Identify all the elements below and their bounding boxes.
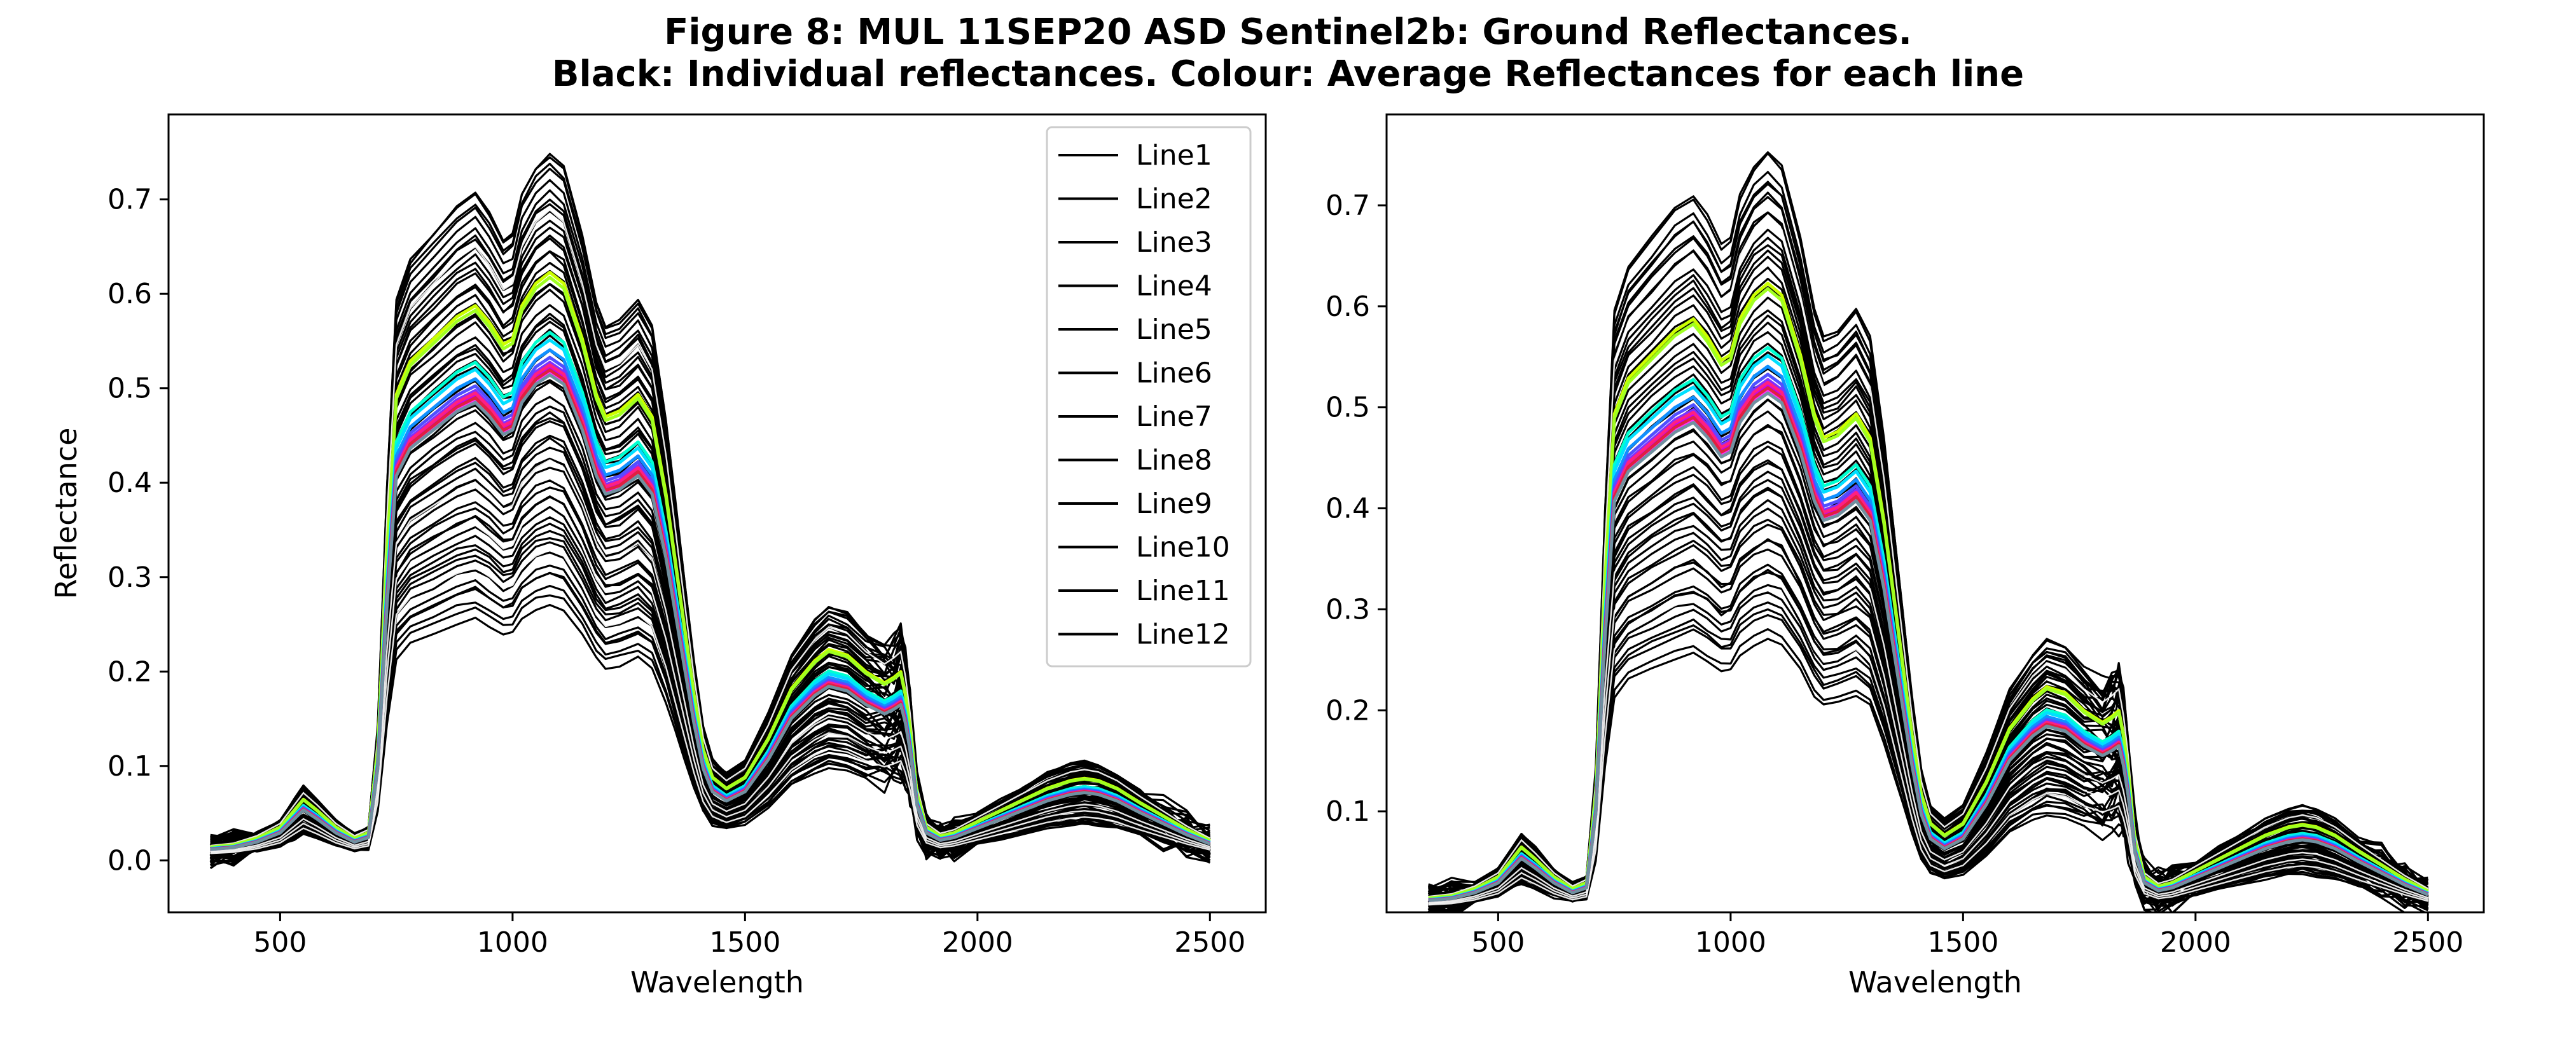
legend-entry: Line3: [1136, 226, 1212, 259]
legend: Line1 Line2 Line3 Line4 Line5 Line6 Line7 Line8…: [1046, 126, 1252, 668]
legend-entry: Line11: [1136, 575, 1230, 607]
x-tick-label: 500: [1471, 926, 1525, 959]
x-tick-label: 1500: [709, 926, 780, 959]
right-panel: 500 1000 1500 2000 2500 0.1 0.2 0.3 0.4 0.5 0.6 0.7…: [1326, 113, 2485, 999]
x-tick-label: 1000: [477, 926, 548, 959]
axes-frame: [1385, 113, 2485, 914]
figure-title-line2: Black: Individual reflectances. Colour: …: [551, 53, 2025, 95]
x-tick-label: 2500: [1174, 926, 1245, 959]
x-axis-label: Wavelength: [630, 965, 804, 999]
x-tick-label: 1500: [1927, 926, 1998, 959]
average-reflectance-curves: [210, 270, 1211, 851]
average-line-line12: [1428, 391, 2429, 902]
individual-reflectance-curve: [1427, 152, 2429, 903]
legend-entry: Line6: [1136, 357, 1212, 390]
legend-entry: Line2: [1136, 183, 1212, 216]
x-tick-label: 500: [253, 926, 307, 959]
y-tick-label: 0.4: [107, 467, 152, 499]
y-tick-label: 0.5: [1326, 392, 1370, 424]
y-tick-label: 0.1: [1326, 795, 1370, 828]
axes-frame: [167, 113, 1267, 914]
y-tick-label: 0.6: [107, 278, 152, 310]
curve-separator: [210, 459, 1210, 853]
plot-area: [209, 153, 1211, 870]
y-tick-label: 0.2: [1326, 694, 1370, 727]
legend-entry: Line1: [1136, 139, 1212, 172]
individual-reflectance-curve: [1428, 170, 2428, 890]
y-axis-label: Reflectance: [49, 428, 83, 600]
legend-entry: Line4: [1136, 270, 1212, 303]
y-tick-label: 0.5: [107, 373, 152, 405]
curve-separator: [210, 504, 1210, 853]
x-tick-label: 1000: [1695, 926, 1766, 959]
figure-title-line1: Figure 8: MUL 11SEP20 ASD Sentinel2b: Gr…: [664, 11, 1912, 53]
curve-separator: [210, 549, 1210, 854]
x-tick-label: 2000: [942, 926, 1013, 959]
legend-entry: Line8: [1136, 444, 1212, 477]
left-panel: 500 1000 1500 2000 2500 0.0 0.1 0.2 0.3 0.4 0.5 0.6…: [49, 113, 1267, 999]
y-tick-label: 0.2: [107, 655, 152, 688]
y-tick-label: 0.7: [107, 184, 152, 216]
legend-box: [1046, 126, 1252, 668]
average-reflectance-curves: [1428, 282, 2429, 902]
curve-separator: [1428, 579, 2428, 906]
x-axis-label: Wavelength: [1848, 965, 2022, 999]
individual-reflectance-curve: [1451, 638, 2407, 912]
individual-reflectance-curve: [210, 153, 1211, 853]
x-tick-label: 2500: [2392, 926, 2463, 959]
y-tick-label: 0.0: [107, 844, 152, 877]
plot-area: [1427, 151, 2429, 912]
average-line-line12: [210, 373, 1211, 851]
legend-entry: Line5: [1136, 313, 1212, 346]
curve-separator: [1428, 483, 2428, 903]
legend-entry: Line9: [1136, 488, 1212, 520]
individual-reflectance-curve: [1428, 151, 2429, 903]
y-tick-label: 0.6: [1326, 291, 1370, 323]
x-tick-label: 2000: [2160, 926, 2231, 959]
y-tick-label: 0.7: [1326, 189, 1370, 222]
y-tick-label: 0.4: [1326, 493, 1370, 525]
legend-entry: Line10: [1136, 531, 1230, 564]
curve-separator: [1428, 531, 2428, 905]
y-tick-label: 0.1: [107, 750, 152, 783]
y-tick-label: 0.3: [1326, 593, 1370, 626]
y-tick-label: 0.3: [107, 561, 152, 594]
legend-entry: Line7: [1136, 401, 1212, 433]
legend-entry: Line12: [1136, 619, 1230, 651]
individual-reflectance-curve: [1428, 191, 2429, 892]
